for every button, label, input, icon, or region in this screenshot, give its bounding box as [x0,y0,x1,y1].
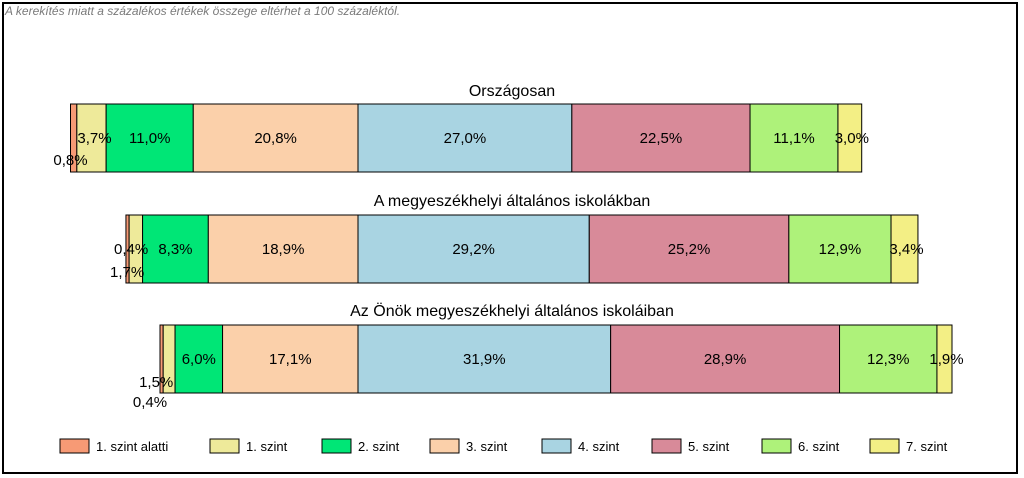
bar-segment-r0-s5 [571,103,751,173]
bar-title-1: A megyeszékhelyi általános iskolákban [374,193,651,210]
value-label-r0-s2: 11,0% [129,130,170,147]
chart-frame [2,2,1018,474]
value-label-r1-s5: 25,2% [668,241,711,258]
legend-label-6: 6. szint [798,439,840,454]
value-label-r1-s0: 0,4% [114,241,148,258]
value-label-r1-s2: 8,3% [158,241,192,258]
legend-swatch-5 [651,438,682,454]
value-label-r1-s3: 18,9% [262,241,305,258]
bar-segment-r0-s6 [749,103,839,173]
bar-segment-r2-s7 [936,324,953,394]
value-label-r2-s3: 17,1% [269,351,312,368]
bar-segment-r2-s4 [357,324,612,394]
bar-title-0: Országosan [469,83,555,100]
legend-swatch-3 [429,438,460,454]
legend-label-5: 5. szint [688,439,730,454]
legend-label-0: 1. szint alatti [96,439,168,454]
value-label-r2-s6: 12,3% [867,351,910,368]
bar-segment-r2-s5 [610,324,841,394]
legend-swatch-6 [761,438,792,454]
legend-swatch-7 [869,438,900,454]
bar-segment-r2-s2 [174,324,224,394]
legend-label-1: 1. szint [246,439,288,454]
bar-segment-r2-s6 [839,324,938,394]
value-label-r1-s7: 3,4% [889,241,923,258]
value-label-r1-s4: 29,2% [452,241,495,258]
legend-swatch-4 [541,438,572,454]
legend-swatch-2 [321,438,352,454]
bar-segment-r1-s5 [588,214,790,284]
value-label-r1-s1: 1,7% [110,264,144,281]
legend-label-2: 2. szint [358,439,400,454]
bar-segment-r1-s3 [207,214,359,284]
bars-group: Országosan 0,8% 3,7% 11,0% 20,8% 27,0% 22,5% 11… [53,83,963,411]
bar-segment-r0-s3 [192,103,359,173]
legend-label-7: 7. szint [906,439,948,454]
value-label-r0-s5: 22,5% [640,130,683,147]
value-label-r0-s1: 3,7% [77,130,111,147]
bar-segment-r0-s1 [76,103,107,173]
value-label-r1-s6: 12,9% [819,241,862,258]
value-label-r0-s3: 20,8% [254,130,297,147]
value-label-r2-s4: 31,9% [463,351,506,368]
value-label-r2-s2: 6,0% [182,351,216,368]
rounding-footnote: A kerekítés miatt a százalékos értékek ö… [5,4,401,18]
legend: 1. szint alatti 1. szint 2. szint 3. szint 4… [59,438,948,454]
value-label-r2-s5: 28,9% [704,351,747,368]
value-label-r2-s7: 1,9% [929,351,963,368]
value-label-r0-s0: 0,8% [53,152,87,169]
bar-segment-r1-s6 [788,214,892,284]
value-label-r2-s1: 1,5% [139,374,173,391]
bar-segment-r2-s3 [222,324,359,394]
value-label-r0-s4: 27,0% [444,130,487,147]
bar-segment-r1-s7 [890,214,919,284]
bar-title-2: Az Önök megyeszékhelyi általános iskolái… [350,302,674,320]
bar-segment-r1-s2 [142,214,209,284]
bar-segment-r0-s7 [837,103,863,173]
value-label-r2-s0: 0,4% [133,394,167,411]
legend-label-4: 4. szint [578,439,620,454]
legend-swatch-0 [59,438,90,454]
legend-swatch-1 [209,438,240,454]
value-label-r0-s6: 11,1% [773,130,814,147]
value-label-r0-s7: 3,0% [835,130,869,147]
bar-segment-r0-s4 [357,103,573,173]
legend-label-3: 3. szint [466,439,508,454]
